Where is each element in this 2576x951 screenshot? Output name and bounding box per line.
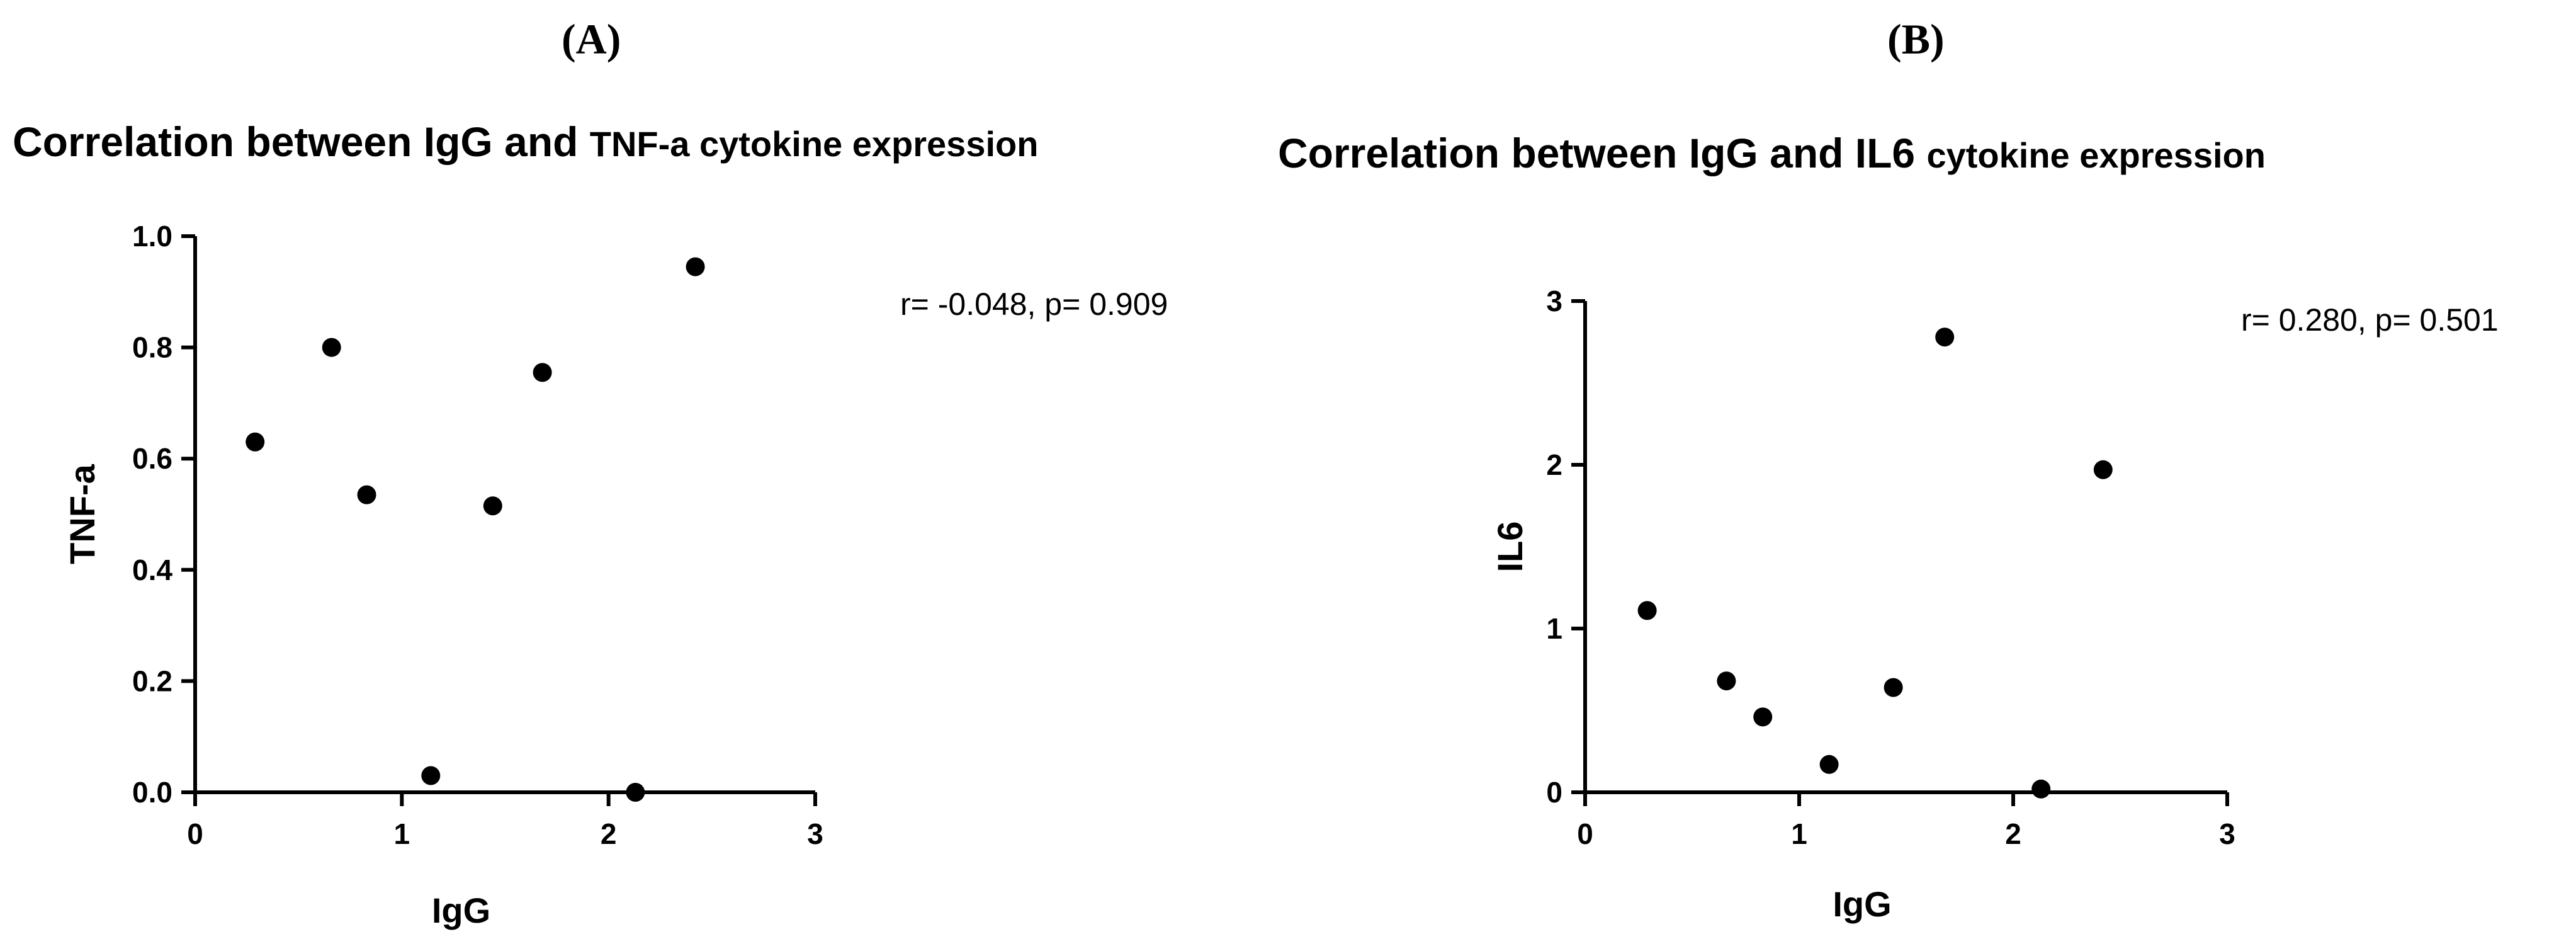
chart-a-y-tick-label: 0.4 xyxy=(132,554,172,586)
panel-label-b: (B) xyxy=(1887,15,1945,63)
chart-a-data-point xyxy=(533,363,552,382)
chart-b-y-tick-label: 0 xyxy=(1546,776,1562,809)
chart-a-x-tick-label: 0 xyxy=(187,817,203,850)
chart-a-data-point xyxy=(686,257,705,276)
chart-b-title-sub: cytokine expression xyxy=(1926,135,2266,175)
chart-b-y-tick-label: 3 xyxy=(1546,285,1562,317)
chart-a-data-point xyxy=(246,432,265,452)
chart-a-y-tick-label: 0.2 xyxy=(132,664,172,697)
chart-b-data-point xyxy=(2031,779,2051,799)
chart-b-correlation-stat: r= 0.280, p= 0.501 xyxy=(2241,302,2499,338)
chart-a-title-main: Correlation between IgG and xyxy=(13,118,590,165)
chart-b-x-axis-label: IgG xyxy=(1833,884,1891,924)
chart-a-data-point xyxy=(357,485,376,504)
chart-a-data-point xyxy=(322,338,341,357)
chart-b-data-point xyxy=(1819,755,1839,774)
chart-b-x-tick-label: 0 xyxy=(1577,817,1593,850)
chart-a-x-axis-label: IgG xyxy=(432,891,490,930)
chart-a-y-tick-label: 1.0 xyxy=(132,220,172,253)
chart-a-data-point xyxy=(626,783,645,802)
chart-b-data-point xyxy=(1884,678,1903,697)
chart-b-title-main: Correlation between IgG and IL6 xyxy=(1278,130,1927,176)
panel-label-a: (A) xyxy=(562,15,621,63)
chart-a-y-tick-label: 0.8 xyxy=(132,331,172,364)
chart-a-x-tick-label: 2 xyxy=(601,817,617,850)
chart-a-x-tick-label: 3 xyxy=(807,817,823,850)
chart-a-correlation-stat: r= -0.048, p= 0.909 xyxy=(900,287,1168,322)
chart-b-y-tick-label: 1 xyxy=(1546,612,1562,645)
chart-b-x-tick-label: 2 xyxy=(2005,817,2021,850)
chart-b-data-point xyxy=(1935,327,1955,347)
chart-a-data-point xyxy=(421,766,441,785)
chart-b-data-point xyxy=(1717,671,1736,691)
chart-a-data-point xyxy=(483,496,502,516)
chart-b-title: Correlation between IgG and IL6 cytokine… xyxy=(1278,132,2266,174)
chart-a-title-sub: TNF-a cytokine expression xyxy=(589,124,1039,164)
chart-b-data-point xyxy=(1637,601,1657,620)
chart-a-y-tick-label: 0.0 xyxy=(132,776,172,809)
chart-b-data-point xyxy=(2093,460,2113,479)
chart-a-x-tick-label: 1 xyxy=(394,817,410,850)
chart-b-y-tick-label: 2 xyxy=(1546,448,1562,481)
chart-a-y-tick-label: 0.6 xyxy=(132,442,172,475)
chart-b-y-axis-label: IL6 xyxy=(1490,521,1530,572)
chart-a-y-axis-label: TNF-a xyxy=(62,464,102,564)
chart-b-x-tick-label: 3 xyxy=(2219,817,2235,850)
chart-b-x-tick-label: 1 xyxy=(1791,817,1807,850)
chart-b-data-point xyxy=(1753,707,1773,727)
chart-a-title: Correlation between IgG and TNF-a cytoki… xyxy=(13,121,1038,162)
